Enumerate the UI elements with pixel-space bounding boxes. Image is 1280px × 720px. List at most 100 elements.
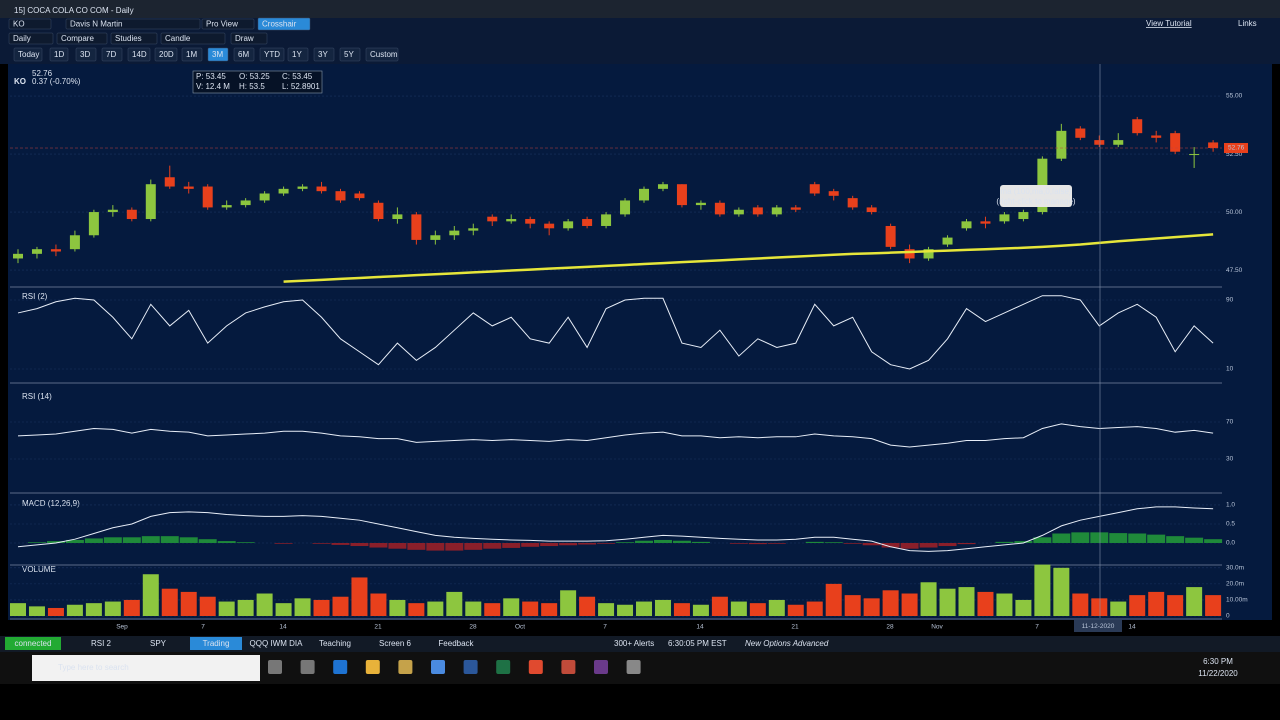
taskbar-icon[interactable] [561,660,576,674]
candle-body [88,212,99,236]
timeframe-btn-bg[interactable] [259,47,285,62]
macd-histogram [65,539,84,543]
macd-histogram [559,542,578,546]
taskbar-icon[interactable] [626,660,641,674]
status-tab-bg[interactable] [190,637,242,650]
taskbar-icon[interactable] [496,660,511,674]
status-tab[interactable]: Screen 6 [379,639,412,648]
symbol-box-bg[interactable] [8,18,52,30]
taskbar-icon[interactable] [333,660,348,674]
timeframe-btn-bg[interactable] [287,47,309,62]
taskbar-icon[interactable] [300,660,315,674]
timeframe-btn[interactable]: 1M [186,50,197,59]
timeframe-btn[interactable]: 14D [132,50,147,59]
timeframe-btn-bg[interactable] [313,47,335,62]
timeframe-btn[interactable]: 3Y [318,50,328,59]
timeframe-btn-bg[interactable] [207,47,229,62]
x-tick-label: Sep [116,624,128,631]
volume-bar [673,603,690,616]
taskbar-icon[interactable] [365,660,380,674]
status-tab[interactable]: RSI 2 [91,639,112,648]
timeframe-btn-bg[interactable] [339,47,361,62]
taskbar-icon[interactable] [594,660,608,674]
links-btn[interactable]: Links [1238,19,1257,28]
taskbar-icon[interactable] [431,660,445,674]
view-box-bg[interactable] [201,18,255,30]
status-tab-bg[interactable] [375,637,415,650]
timeframe-btn-bg[interactable] [365,47,399,62]
x-tick-label: 7 [1035,624,1039,631]
symbol-box[interactable]: KO [13,20,25,29]
status-tab-bg[interactable] [148,637,168,650]
y-tick-label: 47.50 [1226,267,1243,274]
taskbar-icon[interactable] [268,660,282,674]
taskbar-icon[interactable] [398,660,413,674]
status-tab-bg[interactable] [5,637,61,650]
status-tab[interactable]: connected [15,639,52,648]
macd-histogram [540,542,559,547]
account-box-bg[interactable] [65,18,201,30]
account-box[interactable]: Davis N Martin [70,20,122,29]
taskbar-icon[interactable] [528,660,543,674]
toolbar-btn-bg[interactable] [56,32,108,45]
search-placeholder[interactable]: Type here to search [58,663,129,672]
toolbar-btn[interactable]: Draw [235,34,254,43]
timeframe-btn[interactable]: 7D [106,50,116,59]
timeframe-btn[interactable]: 5Y [344,50,354,59]
status-tab[interactable]: SPY [150,639,167,648]
timeframe-btn[interactable]: 3M [212,50,223,59]
timeframe-btn-bg[interactable] [233,47,255,62]
toolbar-btn-bg[interactable] [110,32,158,45]
crosshair-btn[interactable]: Crosshair [262,20,297,29]
toolbar-btn[interactable]: Compare [61,34,94,43]
status-tab[interactable]: QQQ IWM DIA [250,639,304,648]
status-tab[interactable]: Trading [203,639,230,648]
timeframe-btn[interactable]: YTD [264,50,280,59]
timeframe-btn[interactable]: 6M [238,50,249,59]
volume-bar [1034,564,1051,616]
timeframe-btn[interactable]: 1Y [292,50,302,59]
timeframe-btn[interactable]: 1D [54,50,64,59]
status-tab-bg[interactable] [314,637,356,650]
macd-histogram [1033,537,1052,543]
volume-bar [28,606,45,616]
timeframe-btn[interactable]: Custom [370,50,398,59]
timeframe-btn-bg[interactable] [127,47,151,62]
volume-bar [939,588,956,616]
view-box[interactable]: Pro View [206,20,238,29]
macd-histogram [1090,532,1109,543]
timeframe-btn-bg[interactable] [181,47,203,62]
toolbar-btn-bg[interactable] [230,32,268,45]
timeframe-btn[interactable]: Today [18,50,39,59]
timeframe-btn-bg[interactable] [49,47,69,62]
crosshair-btn-bg[interactable] [257,17,311,31]
candle-body [639,188,650,201]
volume-bar [351,577,368,616]
status-tab-bg[interactable] [246,637,306,650]
taskbar-icon[interactable] [463,660,478,674]
alerts[interactable]: 300+ Alerts [614,639,654,648]
timeframe-btn[interactable]: 3D [80,50,90,59]
macd-histogram [900,542,919,549]
candle-body [1094,140,1105,145]
timeframe-btn[interactable]: 20D [159,50,174,59]
toolbar-btn-bg[interactable] [160,32,226,45]
search-box[interactable] [32,655,260,681]
toolbar-btn[interactable]: Candle [165,34,191,43]
timeframe-btn-bg[interactable] [13,47,43,62]
status-tab[interactable]: Teaching [319,639,351,648]
toolbar-btn-bg[interactable] [8,32,54,45]
candle-body [373,202,384,220]
status-tab[interactable]: Feedback [438,639,474,648]
timeframe-btn-bg[interactable] [101,47,123,62]
tutorial-link[interactable]: View Tutorial [1146,19,1192,28]
timeframe-btn-bg[interactable] [75,47,97,62]
status-tab-bg[interactable] [430,637,482,650]
timeframe-btn-bg[interactable] [154,47,178,62]
status-tab-bg[interactable] [86,637,116,650]
toolbar-btn[interactable]: Daily [13,34,31,43]
macd-histogram [312,542,331,544]
toolbar-btn[interactable]: Studies [115,34,142,43]
x-tick-label: 28 [886,624,894,631]
quote-change: 0.37 (-0.70%) [32,77,81,86]
